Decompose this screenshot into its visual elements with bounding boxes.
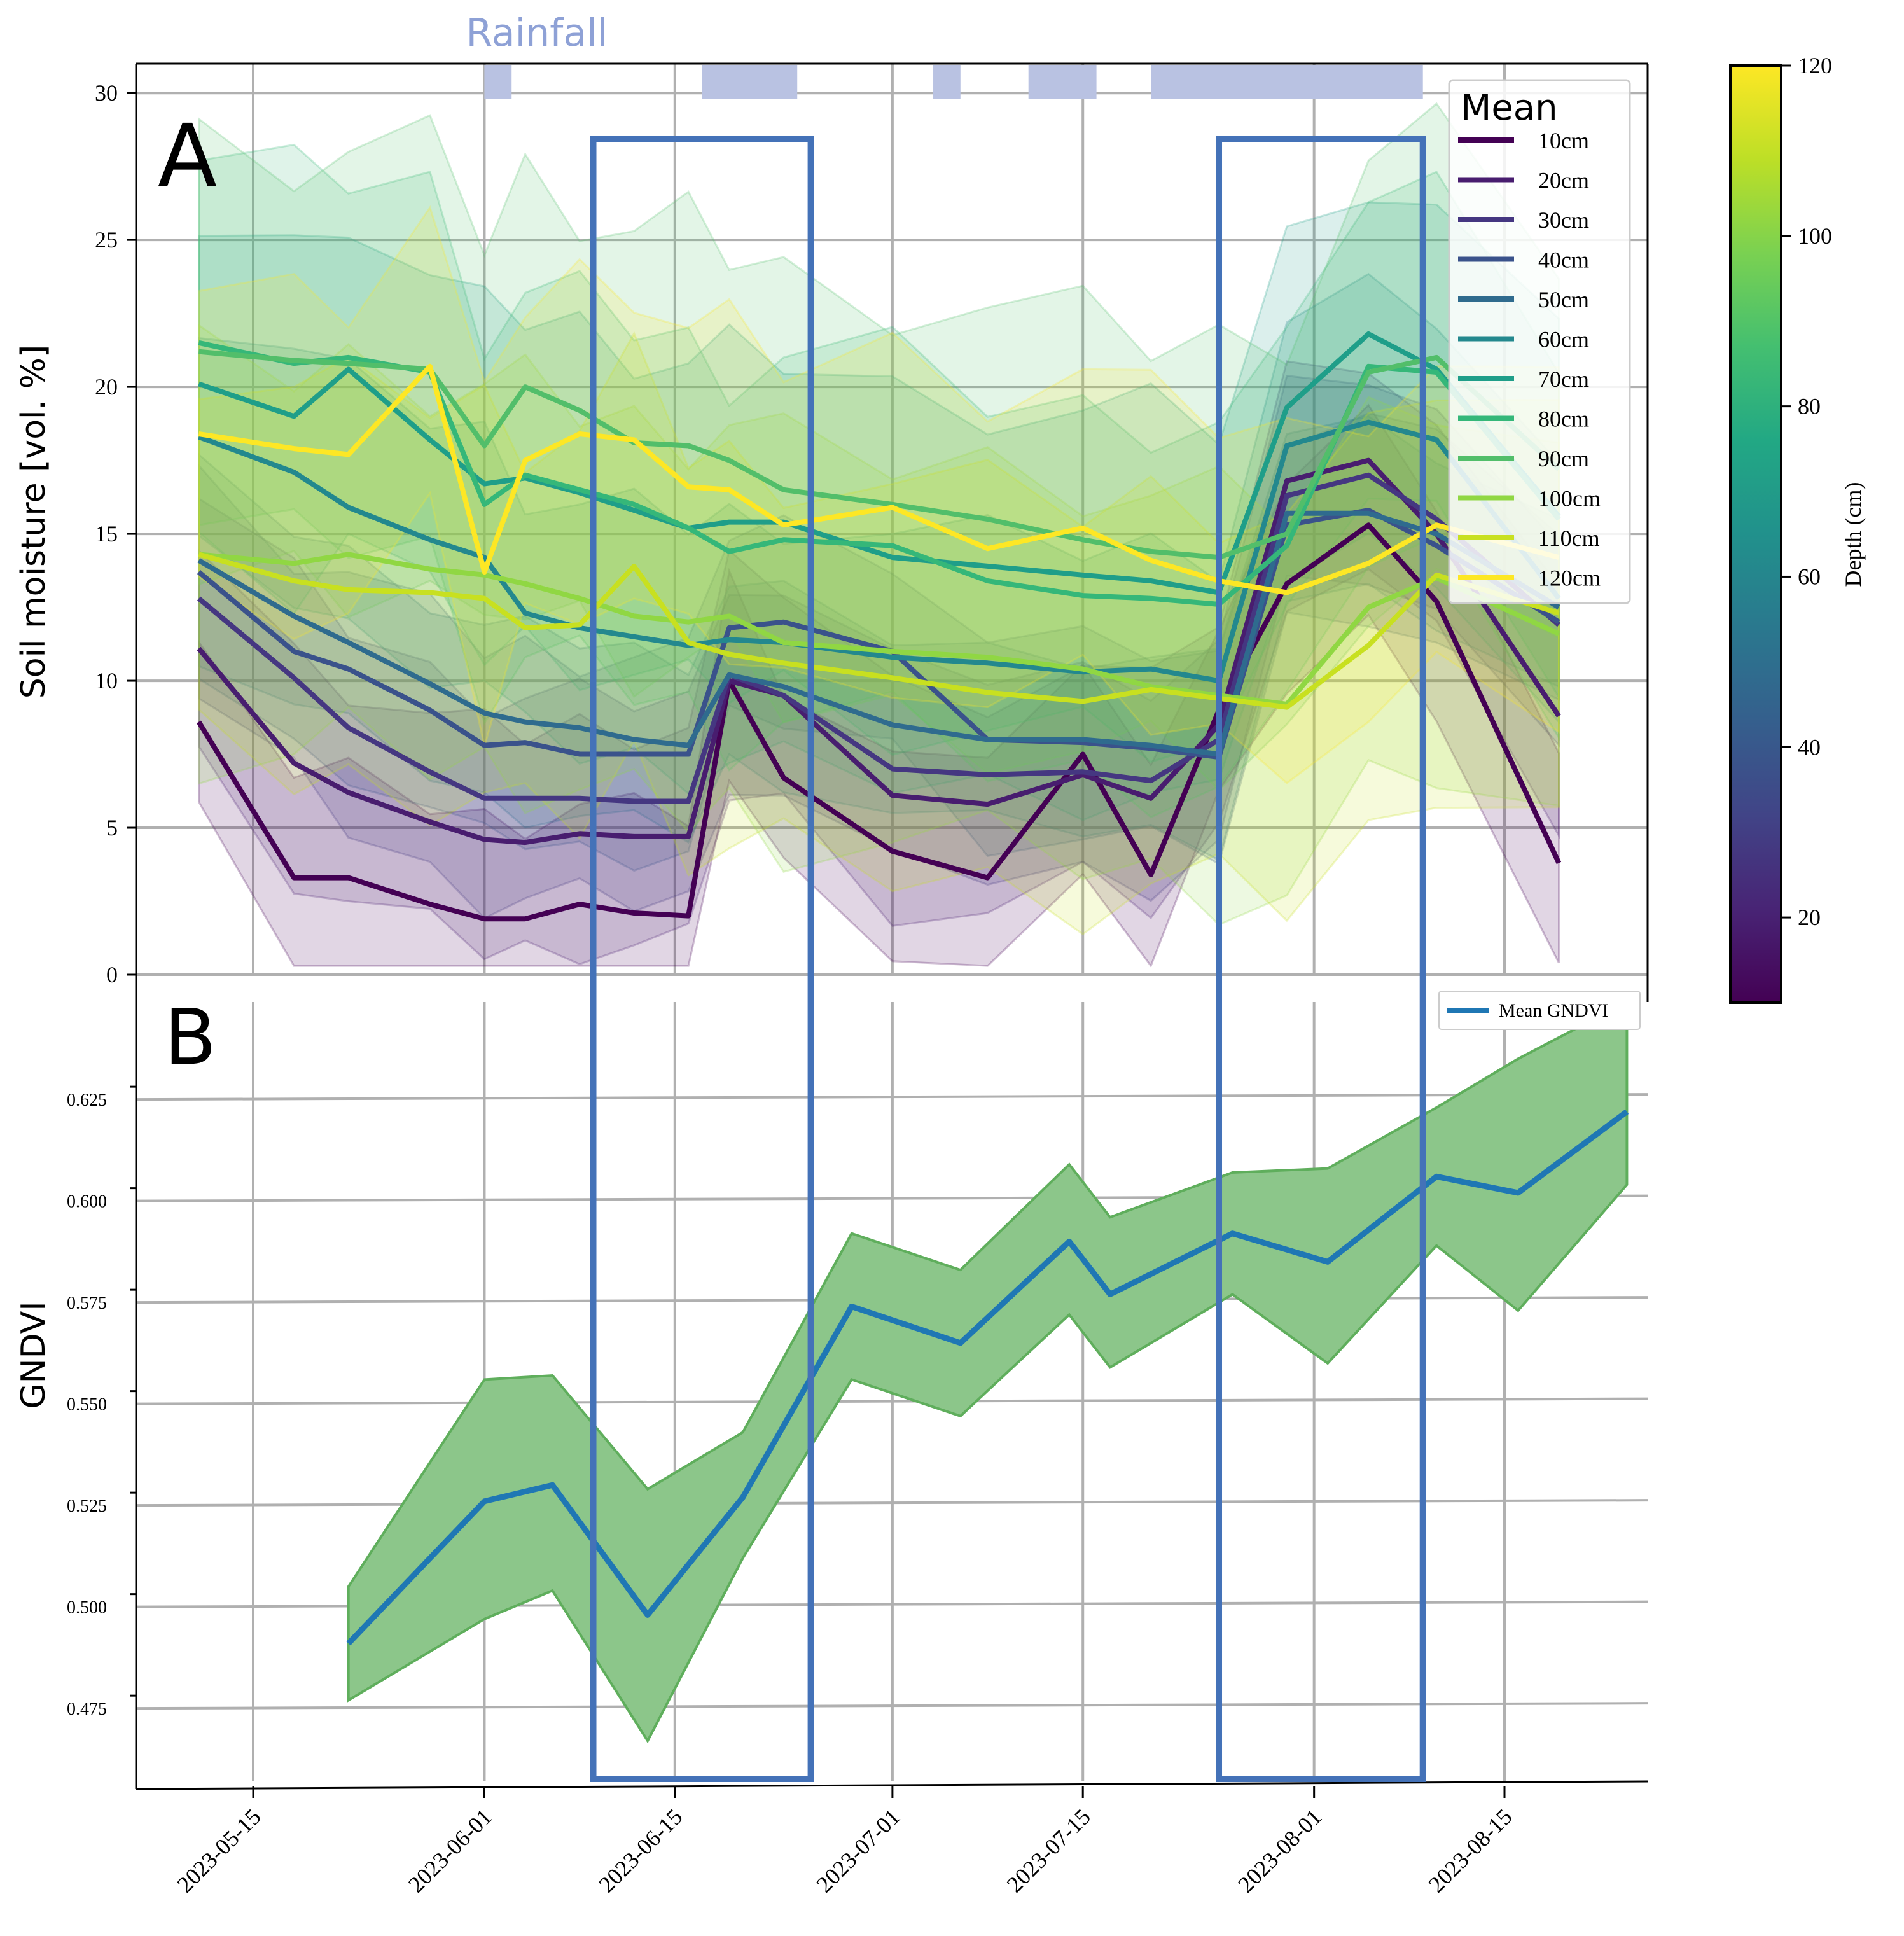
- series-line-100cm: [198, 552, 1560, 707]
- gndvi-mean-line: [346, 1109, 1629, 1646]
- series-line-10cm: [197, 522, 1562, 922]
- rainfall-bar: [933, 65, 961, 99]
- colorbar-tick-label: 100: [1798, 223, 1832, 249]
- highlight-box: [1216, 136, 1426, 1782]
- panel-letter-a: A: [158, 106, 217, 207]
- rainfall-bar: [484, 65, 512, 99]
- y-tick-label-a: 10: [95, 668, 118, 693]
- band-10cm: [198, 403, 1560, 968]
- y-tick-label-b: 0.550: [67, 1395, 107, 1415]
- grid-line-y: [136, 1499, 1648, 1507]
- grid-line-y: [136, 1702, 1648, 1710]
- legend-label-30cm: 30cm: [1538, 207, 1589, 233]
- colorbar-label: Depth (cm): [1840, 482, 1866, 587]
- series-line-90cm: [198, 349, 1561, 561]
- rainfall-bar: [1028, 65, 1097, 99]
- x-tick-label: 2023-06-15: [594, 1804, 687, 1897]
- y-tick-label-a: 0: [106, 962, 118, 987]
- legend-label-40cm: 40cm: [1538, 247, 1589, 273]
- x-tick-label: 2023-06-01: [403, 1804, 497, 1897]
- y-tick-label-a: 5: [106, 815, 118, 840]
- colorbar-tick-label: 20: [1798, 905, 1821, 930]
- y-tick-label-b: 0.625: [67, 1090, 107, 1110]
- legend-label-10cm: 10cm: [1538, 128, 1589, 153]
- series-line-40cm: [197, 508, 1560, 760]
- legend-label-120cm: 120cm: [1538, 566, 1601, 591]
- legend-gndvi-label: Mean GNDVI: [1499, 1000, 1608, 1021]
- rainfall-label: Rainfall: [466, 11, 608, 55]
- x-tick-label: 2023-08-01: [1233, 1804, 1326, 1897]
- moisture-lines: [197, 331, 1562, 922]
- y-tick-label-b: 0.500: [67, 1598, 107, 1618]
- legend-label-20cm: 20cm: [1538, 168, 1589, 193]
- gndvi-line: [346, 1109, 1629, 1646]
- rainfall-bars: [484, 65, 1423, 99]
- highlight-boxes: [590, 136, 1426, 1782]
- axes-frame: [135, 62, 1649, 1790]
- legend-label-70cm: 70cm: [1538, 366, 1589, 392]
- series-line-110cm: [198, 552, 1560, 710]
- colorbar-tick-label: 60: [1798, 564, 1821, 589]
- grid-line-y: [136, 1093, 1648, 1101]
- colorbar: [1729, 64, 1782, 1004]
- legend-moisture: Mean 10cm 20cm 30cm 40cm 50cm 60cm 70cm 80cm 90c…: [1448, 79, 1631, 604]
- colorbar-tick-label: 120: [1798, 53, 1832, 78]
- legend-title: Mean: [1461, 87, 1558, 129]
- grid-line-y: [136, 1397, 1648, 1405]
- x-tick-label: 2023-05-15: [172, 1804, 266, 1897]
- series-line-120cm: [198, 363, 1560, 595]
- y-axis-label-b: GNDVI: [15, 1301, 53, 1409]
- rainfall-bar: [1151, 65, 1423, 99]
- legend-label-80cm: 80cm: [1538, 407, 1589, 432]
- gndvi-range-band: [347, 999, 1629, 1744]
- colorbar-tick-label: 80: [1798, 394, 1821, 419]
- colorbar-tick-label: 40: [1798, 734, 1821, 760]
- legend-gndvi-box: [1438, 991, 1641, 1030]
- series-line-60cm: [198, 419, 1561, 684]
- legend-label-50cm: 50cm: [1538, 287, 1589, 312]
- x-tick-label: 2023-08-15: [1424, 1804, 1517, 1897]
- y-tick-label-b: 0.525: [67, 1496, 107, 1516]
- y-tick-label-a: 15: [95, 521, 118, 547]
- y-tick-label-b: 0.600: [67, 1192, 107, 1212]
- legend-gndvi: Mean GNDVI: [1438, 991, 1641, 1030]
- gndvi-band: [347, 999, 1629, 1744]
- legend-label-100cm: 100cm: [1538, 486, 1601, 512]
- y-tick-label-a: 30: [95, 80, 118, 106]
- legend-label-90cm: 90cm: [1538, 446, 1589, 471]
- y-axis-label-a: Soil moisture [vol. %]: [15, 345, 53, 699]
- legend-label-60cm: 60cm: [1538, 327, 1589, 352]
- y-tick-label-a: 20: [95, 374, 118, 400]
- y-tick-label-b: 0.575: [67, 1293, 107, 1313]
- y-tick-label-a: 25: [95, 227, 118, 253]
- panel-letter-b: B: [164, 994, 216, 1082]
- legend-label-110cm: 110cm: [1538, 526, 1600, 551]
- x-tick-label: 2023-07-01: [811, 1804, 905, 1897]
- x-tick-label: 2023-07-15: [1002, 1804, 1095, 1897]
- y-tick-label-b: 0.475: [67, 1699, 107, 1719]
- series-line-20cm: [197, 457, 1561, 846]
- rainfall-bar: [702, 65, 798, 99]
- legend-moisture-box: [1448, 79, 1631, 604]
- colorbar-ticks: 20 40 60 80 100 120: [1781, 53, 1832, 930]
- series-line-70cm: [198, 331, 1561, 595]
- highlight-box: [590, 136, 814, 1782]
